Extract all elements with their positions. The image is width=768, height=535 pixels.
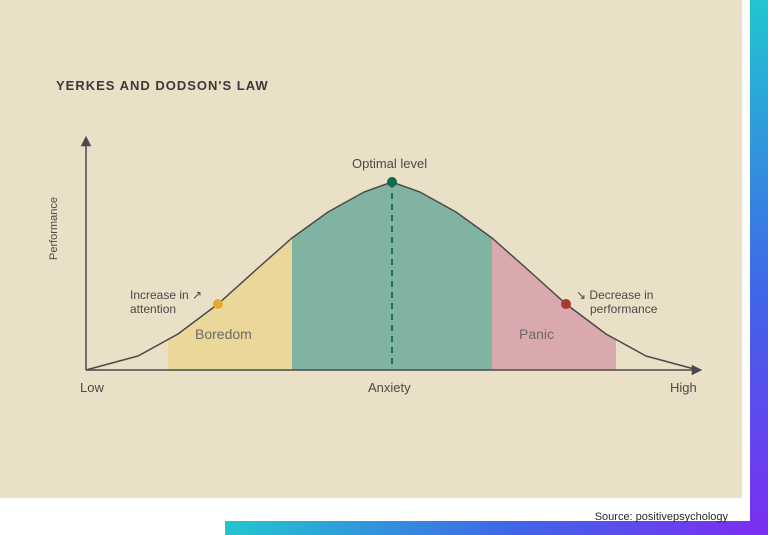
x-axis-low-label: Low (80, 380, 104, 395)
arrow-down-right-icon: ↘ (576, 288, 586, 302)
arrow-up-right-icon: ↗ (192, 288, 202, 302)
decorative-gradient-right (750, 0, 768, 535)
increase-attention-label: Increase in ↗attention (130, 288, 202, 317)
x-axis-center-label: Anxiety (368, 380, 411, 395)
decrease-performance-marker (561, 299, 571, 309)
region-label-boredom: Boredom (195, 326, 252, 342)
diagram-frame: YERKES AND DODSON'S LAW Performance Bore… (0, 0, 768, 535)
decorative-gradient-bottom (225, 521, 750, 535)
decrease-performance-label: ↘ Decrease inperformance (576, 288, 657, 317)
chart-title: YERKES AND DODSON'S LAW (56, 78, 269, 93)
x-axis-high-label: High (670, 380, 697, 395)
source-attribution: Source: positivepsychology (595, 511, 728, 523)
optimal-level-label: Optimal level (352, 156, 427, 171)
chart-panel: YERKES AND DODSON'S LAW Performance Bore… (0, 0, 742, 498)
increase-attention-marker (213, 299, 223, 309)
peak-marker (387, 177, 397, 187)
region-label-panic: Panic (519, 326, 554, 342)
